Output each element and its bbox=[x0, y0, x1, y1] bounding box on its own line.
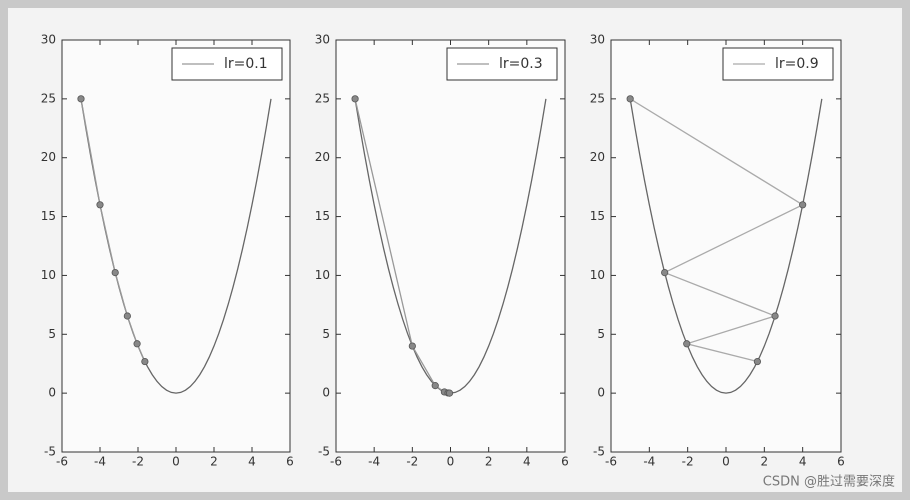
point bbox=[683, 340, 691, 348]
x-tick-label: 4 bbox=[248, 455, 256, 469]
x-tick-label: -6 bbox=[56, 455, 68, 469]
y-tick-label: 30 bbox=[41, 33, 56, 47]
y-tick-label: 0 bbox=[322, 386, 330, 400]
y-tick-label: 15 bbox=[590, 209, 605, 223]
y-tick-label: 15 bbox=[315, 209, 330, 223]
x-tick-label: 0 bbox=[722, 455, 730, 469]
plot-area bbox=[62, 40, 290, 452]
x-tick-label: 2 bbox=[210, 455, 218, 469]
point bbox=[661, 269, 669, 277]
x-tick-label: 6 bbox=[837, 455, 845, 469]
y-tick-label: 30 bbox=[315, 33, 330, 47]
x-tick-label: 0 bbox=[172, 455, 180, 469]
plot-frame bbox=[335, 39, 566, 453]
y-tick-label: 10 bbox=[41, 268, 56, 282]
y-tick-label: 30 bbox=[590, 33, 605, 47]
point bbox=[431, 382, 439, 390]
plot-frame bbox=[610, 39, 842, 453]
curve bbox=[629, 98, 823, 394]
point bbox=[445, 389, 454, 397]
plot-area bbox=[336, 40, 565, 452]
y-tick-label: 10 bbox=[315, 268, 330, 282]
watermark: CSDN @胜过需要深度 bbox=[763, 474, 895, 490]
x-tick-label: -2 bbox=[406, 455, 418, 469]
y-tick-label: 0 bbox=[48, 386, 56, 400]
y-tick-label: 5 bbox=[322, 327, 330, 341]
point bbox=[96, 201, 104, 209]
point bbox=[133, 340, 141, 348]
y-tick-label: -5 bbox=[318, 445, 330, 459]
point bbox=[799, 201, 807, 209]
y-tick-label: 20 bbox=[590, 150, 605, 164]
x-tick-label: 6 bbox=[561, 455, 569, 469]
point bbox=[753, 357, 762, 366]
point bbox=[141, 357, 149, 366]
point bbox=[351, 95, 359, 103]
x-tick-label: 0 bbox=[447, 455, 455, 469]
plot-area bbox=[611, 40, 841, 452]
x-tick-label: -6 bbox=[605, 455, 617, 469]
x-tick-label: -6 bbox=[330, 455, 342, 469]
x-tick-label: 4 bbox=[799, 455, 807, 469]
point bbox=[111, 269, 119, 277]
legend-label: lr=0.3 bbox=[499, 56, 543, 72]
legend-label: lr=0.9 bbox=[775, 56, 819, 72]
y-tick-label: 10 bbox=[590, 268, 605, 282]
y-tick-label: 25 bbox=[41, 91, 56, 105]
x-tick-label: 2 bbox=[485, 455, 493, 469]
y-tick-label: 0 bbox=[597, 386, 605, 400]
y-tick-label: -5 bbox=[44, 445, 56, 459]
point bbox=[626, 95, 634, 103]
descent-path bbox=[629, 98, 805, 363]
legend-label: lr=0.1 bbox=[224, 56, 268, 72]
x-tick-label: 2 bbox=[761, 455, 769, 469]
y-tick-label: 5 bbox=[48, 327, 56, 341]
x-tick-label: -2 bbox=[132, 455, 144, 469]
point bbox=[408, 342, 416, 350]
point bbox=[771, 312, 779, 320]
x-tick-label: -4 bbox=[368, 455, 380, 469]
x-tick-label: 4 bbox=[523, 455, 531, 469]
y-tick-label: 20 bbox=[41, 150, 56, 164]
y-tick-label: 5 bbox=[597, 327, 605, 341]
y-tick-label: 25 bbox=[315, 91, 330, 105]
x-tick-label: -2 bbox=[682, 455, 694, 469]
y-tick-label: -5 bbox=[593, 445, 605, 459]
point bbox=[77, 95, 85, 103]
x-tick-label: -4 bbox=[94, 455, 106, 469]
plot-frame bbox=[61, 39, 291, 453]
y-tick-label: 15 bbox=[41, 209, 56, 223]
y-tick-label: 25 bbox=[590, 91, 605, 105]
x-tick-label: 6 bbox=[286, 455, 294, 469]
point bbox=[123, 312, 131, 320]
x-tick-label: -4 bbox=[643, 455, 655, 469]
y-tick-label: 20 bbox=[315, 150, 330, 164]
